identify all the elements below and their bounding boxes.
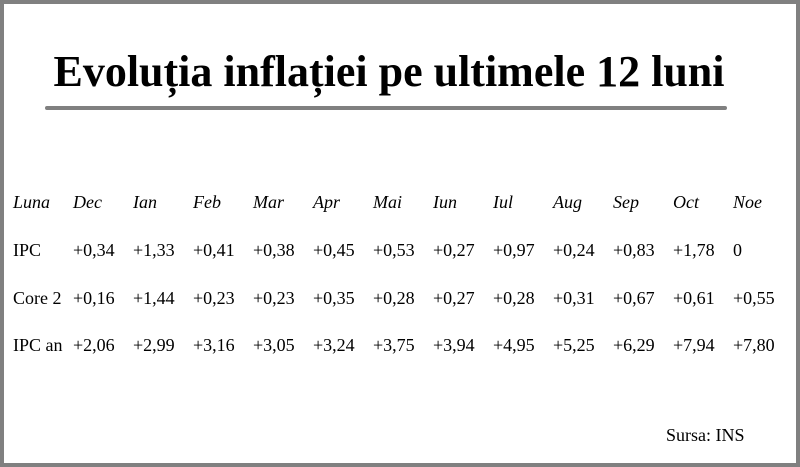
table-cell: +0,31 [553,287,595,308]
table-cell: +3,24 [313,335,355,355]
title: Evoluția inflației pe ultimele 12 luni [53,47,725,96]
table-cell: +0,41 [193,240,235,260]
table-cell: +0,53 [373,240,415,260]
table-cell: +0,16 [73,287,115,308]
table-cell: +0,83 [613,240,655,260]
header-cell: Ian [133,192,157,212]
table-cell: +0,34 [73,240,115,260]
header-cell: Aug [553,192,582,212]
table-cell: +3,94 [433,335,475,355]
header-cell: Luna [13,192,51,212]
table-cell: 0 [733,240,742,260]
table-cell: +0,23 [193,287,235,308]
table-cell: Core 2 [13,287,62,308]
header-cell: Noe [733,192,762,212]
table-cell: +5,25 [553,335,595,355]
table-cell: +3,16 [193,335,235,355]
header-cell: Mar [253,192,284,212]
header-cell: Oct [673,192,699,212]
table-cell: +0,28 [373,287,415,308]
table-cell: +1,33 [133,240,175,260]
table-cell: +7,80 [733,335,775,355]
table-cell: +0,55 [733,287,775,308]
header-cell: Iun [433,192,457,212]
table-cell: +3,05 [253,335,295,355]
table-cell: +0,97 [493,240,535,260]
table-cell: +0,27 [433,240,475,260]
header-cell: Dec [73,192,102,212]
table-cell: +0,24 [553,240,595,260]
table-cell: +1,78 [673,240,715,260]
table-cell: +0,35 [313,287,355,308]
table-cell: +7,94 [673,335,715,355]
table-cell: +3,75 [373,335,415,355]
table-cell: +0,23 [253,287,295,308]
header-cell: Sep [613,192,639,212]
table-cell: IPC [13,240,42,260]
table-cell: +1,44 [133,287,175,308]
header-cell: Apr [313,192,340,212]
table-cell: +2,99 [133,335,175,355]
header-cell: Feb [193,192,221,212]
header-cell: Iul [493,192,513,212]
table-cell: +0,61 [673,287,715,308]
table-cell: +0,45 [313,240,355,260]
table-cell: +0,38 [253,240,295,260]
table-cell: +6,29 [613,335,655,355]
table-cell: +2,06 [73,335,115,355]
source: Sursa: INS [666,425,745,445]
table-cell: +0,27 [433,287,475,308]
title-underline [45,106,727,110]
table-cell: +0,28 [493,287,535,308]
table-cell: IPC an [13,335,63,355]
header-cell: Mai [373,192,402,212]
table-cell: +4,95 [493,335,535,355]
table-cell: +0,67 [613,287,655,308]
